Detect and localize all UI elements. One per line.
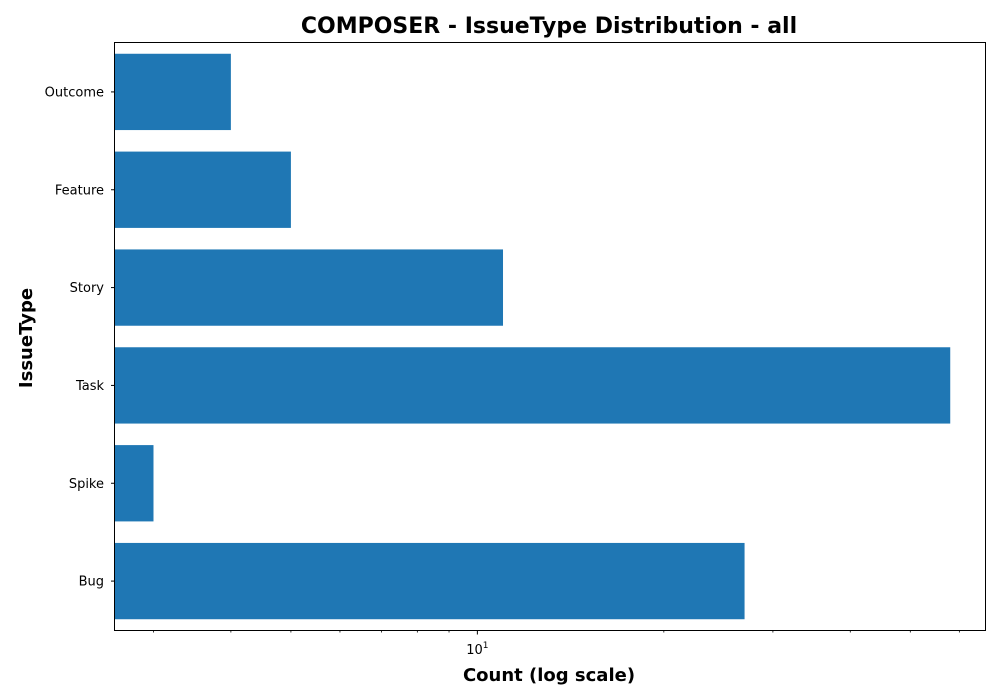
bars-group [115,53,951,620]
y-tick-label-task: Task [75,379,105,394]
bar-task [115,347,951,424]
chart-title: COMPOSER - IssueType Distribution - all [301,14,797,39]
bar-feature [115,151,291,228]
y-axis-ticks: Bug Spike Task Story Feature Outcome [45,85,115,590]
y-axis-title: IssueType [16,288,37,388]
bar-story [115,249,504,326]
y-tick-label-outcome: Outcome [45,85,104,100]
bar-bug [115,542,745,620]
x-tick-label-major: 101 [466,641,488,658]
plot-frame [114,42,986,631]
y-tick-label-story: Story [70,281,105,296]
x-axis-title: Count (log scale) [463,665,635,686]
y-tick-label-spike: Spike [69,477,104,492]
y-tick-label-bug: Bug [79,575,104,590]
y-tick-label-feature: Feature [55,183,104,198]
bar-outcome [115,53,231,131]
bar-spike [115,445,154,522]
